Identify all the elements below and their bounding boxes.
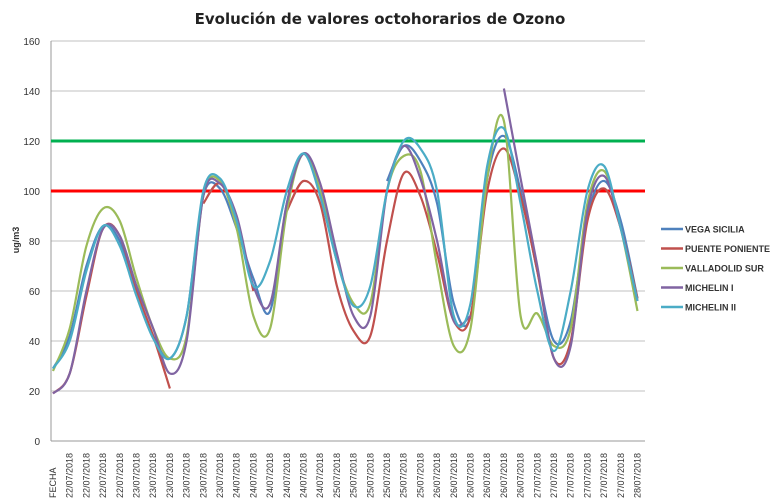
x-tick-label: 26/07/2018 — [449, 453, 459, 498]
y-tick-label: 160 — [23, 37, 40, 48]
legend-label: MICHELIN II — [685, 303, 736, 313]
y-axis-label: ug/m3 — [11, 227, 21, 254]
x-tick-label: 22/07/2018 — [98, 453, 108, 498]
x-tick-label: 26/07/2018 — [482, 453, 492, 498]
x-tick-label: FECHA — [48, 467, 58, 498]
series-michelin-ii — [52, 126, 639, 370]
x-tick-label: 24/07/2018 — [232, 453, 242, 498]
legend-item-vega-sicilia: VEGA SICILIA — [661, 225, 745, 235]
x-tick-label: 24/07/2018 — [282, 453, 292, 498]
y-tick-label: 60 — [29, 287, 41, 298]
x-tick-label: 25/07/2018 — [382, 453, 392, 498]
y-tick-label: 120 — [23, 137, 40, 148]
x-tick-label: 25/07/2018 — [399, 453, 409, 498]
threshold-lines — [51, 139, 645, 193]
x-tick-label: 27/07/2018 — [599, 453, 609, 498]
x-tick-labels: FECHA 22/07/2018 22/07/2018 22/07/2018 22/07… — [48, 453, 643, 498]
y-tick-label: 20 — [29, 387, 41, 398]
x-tick-label: 23/07/2018 — [165, 453, 175, 498]
x-tick-label: 25/07/2018 — [349, 453, 359, 498]
x-tick-label: 25/07/2018 — [332, 453, 342, 498]
y-tick-label: 40 — [29, 337, 41, 348]
x-tick-label: 25/07/2018 — [415, 453, 425, 498]
x-tick-label: 27/07/2018 — [549, 453, 559, 498]
legend-item-puente-poniente: PUENTE PONIENTE — [661, 244, 770, 254]
x-tick-label: 27/07/2018 — [616, 453, 626, 498]
x-tick-label: 26/07/2018 — [432, 453, 442, 498]
series-vega-sicilia — [52, 134, 639, 370]
x-tick-label: 23/07/2018 — [132, 453, 142, 498]
x-tick-label: 24/07/2018 — [299, 453, 309, 498]
x-tick-label: 23/07/2018 — [182, 453, 192, 498]
x-tick-label: 23/07/2018 — [148, 453, 158, 498]
x-tick-label: 23/07/2018 — [215, 453, 225, 498]
x-tick-label: 26/07/2018 — [499, 453, 509, 498]
series-lines — [51, 88, 639, 395]
x-tick-label: 26/07/2018 — [516, 453, 526, 498]
x-tick-label: 22/07/2018 — [65, 453, 75, 498]
legend-label: VALLADOLID SUR — [685, 264, 764, 274]
y-tick-label: 140 — [23, 87, 40, 98]
x-tick-label: 24/07/2018 — [248, 453, 258, 498]
y-tick-label: 100 — [23, 187, 40, 198]
x-tick-label: 22/07/2018 — [115, 453, 125, 498]
series-line-segment — [52, 144, 472, 395]
legend-item-valladolid-sur: VALLADOLID SUR — [661, 264, 764, 274]
y-tick-labels: 0 20 40 60 80 100 120 140 160 — [23, 37, 40, 448]
legend: VEGA SICILIA PUENTE PONIENTE VALLADOLID SU… — [661, 225, 770, 313]
legend-item-michelin-ii: MICHELIN II — [661, 303, 736, 313]
legend-item-michelin-i: MICHELIN I — [661, 283, 734, 293]
series-puente-poniente — [52, 147, 639, 395]
legend-label: MICHELIN I — [685, 283, 734, 293]
x-tick-label: 27/07/2018 — [582, 453, 592, 498]
x-tick-label: 28/07/2018 — [633, 453, 643, 498]
series-line-segment — [285, 147, 639, 366]
legend-label: VEGA SICILIA — [685, 225, 745, 235]
x-tick-label: 24/07/2018 — [265, 453, 275, 498]
x-tick-label: 22/07/2018 — [81, 453, 91, 498]
chart-title: Evolución de valores octohorarios de Ozo… — [195, 10, 566, 28]
x-tick-label: 26/07/2018 — [466, 453, 476, 498]
x-tick-label: 27/07/2018 — [532, 453, 542, 498]
x-tick-label: 27/07/2018 — [566, 453, 576, 498]
gridlines — [50, 40, 645, 442]
y-tick-label: 80 — [29, 237, 41, 248]
x-tick-label: 25/07/2018 — [365, 453, 375, 498]
y-tick-label: 0 — [34, 437, 40, 448]
x-tick-label: 23/07/2018 — [198, 453, 208, 498]
x-tick-label: 24/07/2018 — [315, 453, 325, 498]
legend-label: PUENTE PONIENTE — [685, 244, 770, 254]
series-line-segment — [52, 126, 639, 370]
